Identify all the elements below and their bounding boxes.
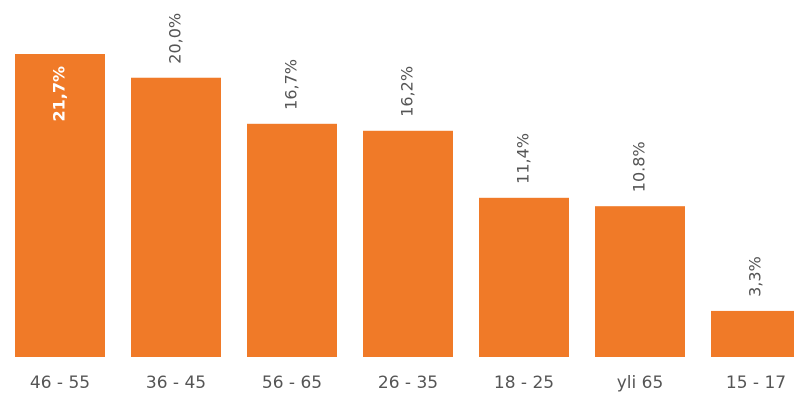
category-label: yli 65 [617, 373, 664, 393]
category-label: 18 - 25 [494, 373, 554, 393]
category-label: 36 - 45 [146, 373, 206, 393]
bar-18-25 [479, 197, 569, 357]
value-label: 11,4% [514, 133, 533, 184]
value-label: 10.8% [630, 141, 649, 192]
value-label: 16,7% [282, 59, 301, 110]
value-label: 21,7% [50, 66, 69, 122]
value-label: 20,0% [166, 13, 185, 64]
bar-26-35 [363, 130, 453, 357]
value-labels-group: 21,7% 20,0% 16,7% 16,2% 11,4% 10.8% 3,3% [50, 13, 765, 297]
value-label: 16,2% [398, 66, 417, 117]
category-label: 46 - 55 [30, 373, 90, 393]
bar-36-45 [131, 77, 221, 357]
category-label: 56 - 65 [262, 373, 322, 393]
bar-yli65 [595, 206, 685, 357]
category-label: 26 - 35 [378, 373, 438, 393]
bar-15-17 [711, 310, 794, 357]
bar-46-55 [15, 54, 105, 357]
bars-group [15, 54, 794, 357]
bar-56-65 [247, 123, 337, 357]
category-labels-group: 46 - 55 36 - 45 56 - 65 26 - 35 18 - 25 yli 6… [30, 373, 786, 393]
category-label: 15 - 17 [726, 373, 786, 393]
value-label: 3,3% [746, 256, 765, 297]
